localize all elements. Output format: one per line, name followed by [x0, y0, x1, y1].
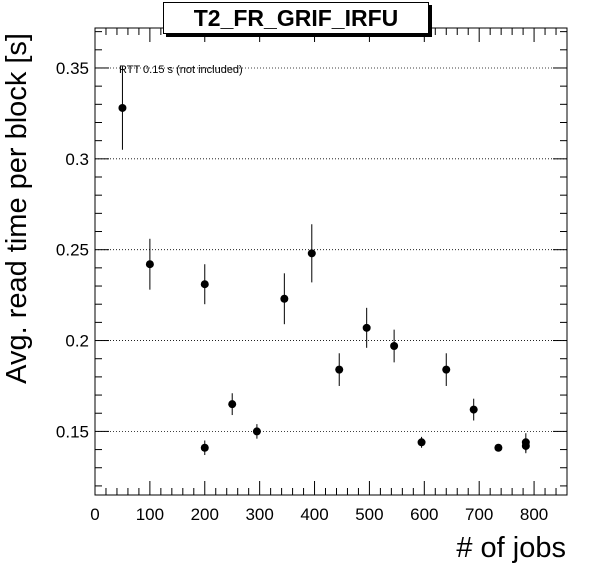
data-point	[307, 249, 316, 258]
data-point	[280, 294, 289, 303]
x-tick-label: 700	[465, 505, 493, 524]
x-tick-label: 500	[355, 505, 383, 524]
data-point	[442, 365, 451, 374]
data-point	[118, 103, 127, 112]
data-point	[521, 438, 530, 447]
data-point	[145, 260, 154, 269]
data-point	[390, 341, 399, 350]
x-tick-label: 400	[300, 505, 328, 524]
tick-labels: 0.15 0.2 0.25 0.3 0.35 0 100 200 300 400 500 600 700…	[56, 59, 548, 524]
data-point	[362, 323, 371, 332]
x-axis-title: # of jobs	[456, 532, 566, 564]
plot-frame	[94, 27, 568, 496]
axis-ticks	[94, 28, 567, 495]
x-tick-label: 300	[245, 505, 273, 524]
y-tick-label: 0.3	[65, 150, 89, 169]
x-tick-label: 800	[520, 505, 548, 524]
x-tick-label: 600	[410, 505, 438, 524]
chart-title: T2_FR_GRIF_IRFU	[163, 2, 429, 34]
data-point	[228, 400, 237, 409]
data-point	[200, 443, 209, 452]
x-tick-label: 0	[90, 505, 99, 524]
data-point	[200, 280, 209, 289]
data-points	[118, 66, 530, 456]
data-point	[252, 427, 261, 436]
data-point	[417, 438, 426, 447]
x-tick-label: 100	[136, 505, 164, 524]
y-tick-label: 0.35	[56, 59, 89, 78]
data-point	[469, 405, 478, 414]
data-point	[335, 365, 344, 374]
data-point	[494, 443, 503, 452]
y-tick-label: 0.25	[56, 241, 89, 260]
y-axis-title: Avg. read time per block [s]	[1, 33, 33, 384]
grid-lines	[95, 67, 567, 432]
y-tick-label: 0.2	[65, 332, 89, 351]
y-tick-label: 0.15	[56, 422, 89, 441]
x-tick-label: 200	[191, 505, 219, 524]
annotation-note: RTT 0.15 s (not included)	[119, 64, 243, 76]
